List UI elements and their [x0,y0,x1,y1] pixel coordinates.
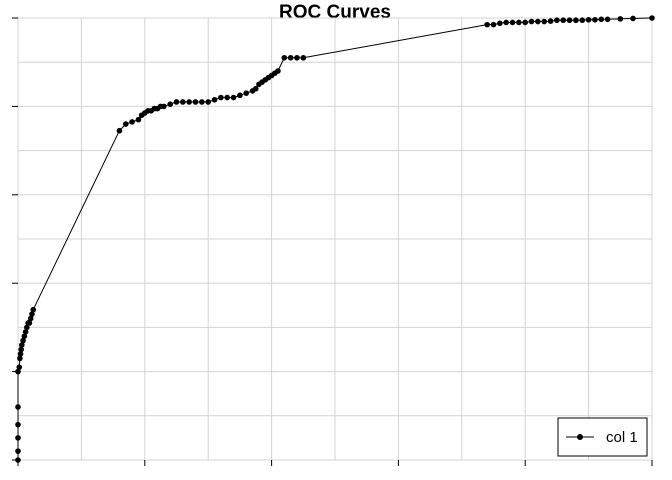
data-point [528,18,535,25]
data-point [649,15,655,21]
data-point [566,17,573,24]
data-point [230,94,237,101]
data-point [20,337,26,344]
data-point [497,20,503,27]
data-point [211,96,218,103]
data-point [287,54,294,61]
data-point [300,54,307,61]
data-point [26,320,33,326]
data-point [554,17,560,24]
data-point [275,68,281,74]
data-point [541,18,548,25]
data-point [27,315,34,322]
data-point [21,333,28,340]
data-point [192,99,199,105]
axes [12,17,653,466]
data-point [129,119,135,125]
data-point [516,19,522,26]
data-point [18,346,24,353]
data-point [617,16,624,22]
data-point [15,435,21,441]
data-point [630,15,636,22]
data-point [19,342,25,348]
data-point [522,19,528,26]
data-point [509,19,516,26]
data-point [585,16,592,23]
data-point [16,364,23,370]
data-point [30,306,37,313]
data-point [224,94,231,101]
data-point [490,21,497,28]
data-point [535,18,541,25]
data-point [15,368,21,375]
data-point [161,103,167,110]
data-point [579,17,586,24]
data-point [15,404,21,410]
legend-label: col 1 [606,429,638,446]
data-point [17,351,24,357]
data-point [484,21,490,28]
data-point [167,101,173,107]
data-point [560,17,567,24]
data-point [252,85,259,92]
data-point [15,421,21,428]
data-point [180,99,186,105]
data-point [17,355,23,362]
legend-marker [577,434,583,440]
legend: col 1 [557,417,648,457]
series-layer [15,15,655,463]
data-point [15,448,21,454]
data-point [22,329,29,335]
data-point [186,99,192,105]
data-point [218,94,224,101]
grid [17,17,653,461]
data-point [116,127,123,134]
data-point [592,16,598,23]
data-point [573,17,579,24]
data-point [604,16,611,23]
data-point [598,16,605,23]
data-point [15,457,21,463]
data-point [122,121,129,127]
data-point [29,311,35,317]
data-point [243,90,250,96]
data-point [294,54,300,61]
data-point [173,99,180,105]
data-point [199,99,205,105]
data-point [547,18,554,24]
data-point [237,92,243,99]
data-point [205,99,211,105]
data-point [281,54,288,61]
data-point [24,324,30,331]
data-point [135,116,142,123]
data-point [503,19,509,26]
